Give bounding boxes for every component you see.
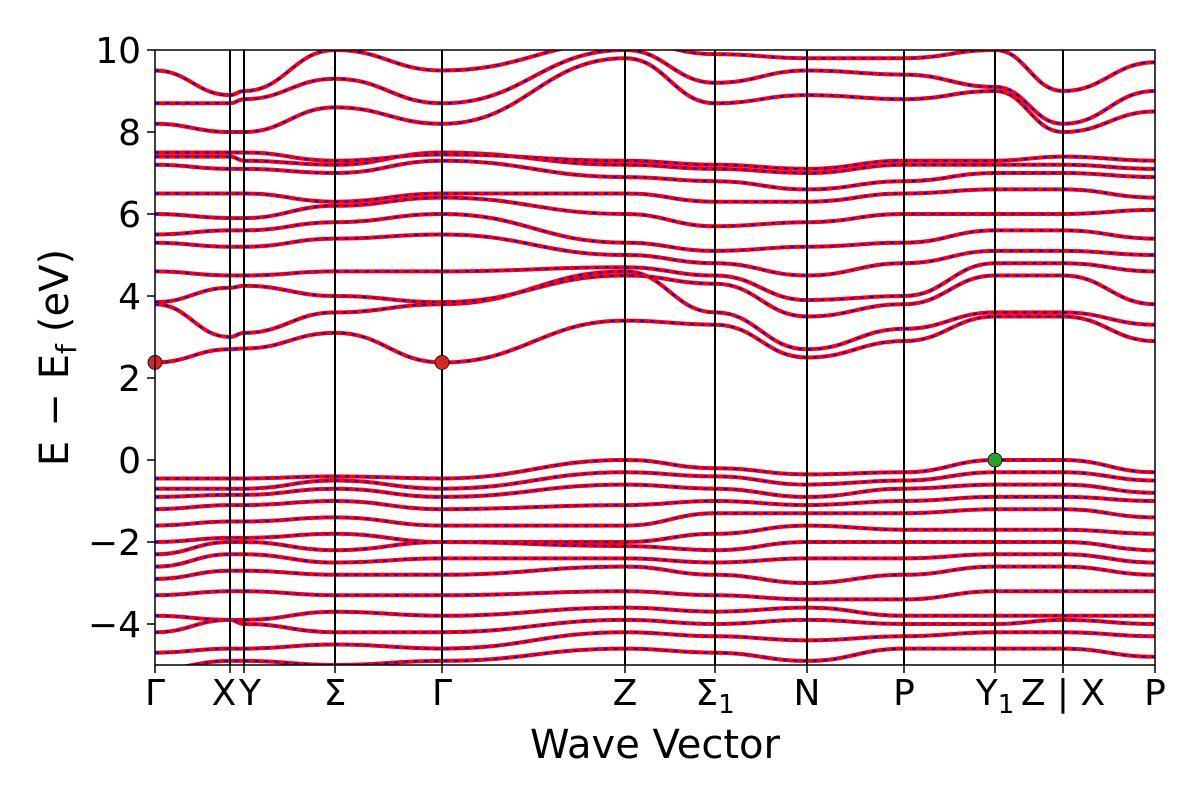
x-tick-label: Y: [238, 673, 262, 714]
y-tick-label: −4: [88, 605, 141, 646]
band-line-up: [155, 195, 1155, 229]
band-line-up: [155, 50, 1155, 98]
band-line-up: [155, 211, 1155, 253]
y-tick-label: 4: [118, 277, 141, 318]
band-line-down: [155, 606, 1155, 621]
y-tick-label: 8: [118, 113, 141, 154]
band-line-down: [155, 508, 1155, 527]
x-axis-ticks: Γ X Y Σ Γ Z Σ1 N P Y1 Z | X P: [145, 665, 1166, 720]
x-tick-label: X: [212, 673, 237, 714]
y-axis-label: E−Ef(eV): [32, 249, 83, 466]
band-line-down: [155, 565, 1155, 585]
band-line-up: [181, 646, 1155, 665]
x-tick-label: P: [893, 673, 915, 714]
plot-frame: [154, 49, 1156, 666]
x-tick-label: N: [794, 673, 821, 714]
extrema-markers: [147, 355, 1003, 468]
x-tick-label: Σ1: [695, 673, 734, 720]
cbm-marker: [434, 355, 450, 370]
y-tick-label: 0: [118, 441, 141, 482]
band-line-down: [155, 315, 1155, 364]
x-tick-label: Σ: [324, 673, 347, 714]
y-tick-label: 2: [118, 359, 141, 400]
x-axis-label: Wave Vector: [530, 722, 781, 768]
y-axis-ticks: −4 −2 0 2 4 6 8 10: [88, 31, 155, 646]
band-line-down: [155, 233, 1155, 277]
x-tick-label: Γ: [145, 673, 165, 714]
y-tick-label: 6: [118, 195, 141, 236]
band-line-down: [155, 212, 1155, 252]
band-line-down: [187, 647, 1155, 665]
vbm-marker: [987, 452, 1003, 468]
x-tick-label: Γ: [432, 673, 452, 714]
x-tick-label: Z: [613, 673, 638, 714]
band-line-down: [155, 50, 1155, 125]
x-tick-label: P: [1144, 673, 1166, 714]
bands-layer: [155, 50, 1155, 665]
y-tick-label: −2: [88, 523, 141, 564]
kpoint-separators: [229, 50, 1064, 665]
band-line-down: [155, 196, 1155, 228]
x-tick-label: Y1: [975, 673, 1015, 720]
x-tick-label: Z | X: [1021, 673, 1105, 714]
band-line-down: [155, 57, 1155, 134]
band-line-up: [155, 314, 1155, 365]
y-tick-label: 10: [95, 31, 141, 72]
